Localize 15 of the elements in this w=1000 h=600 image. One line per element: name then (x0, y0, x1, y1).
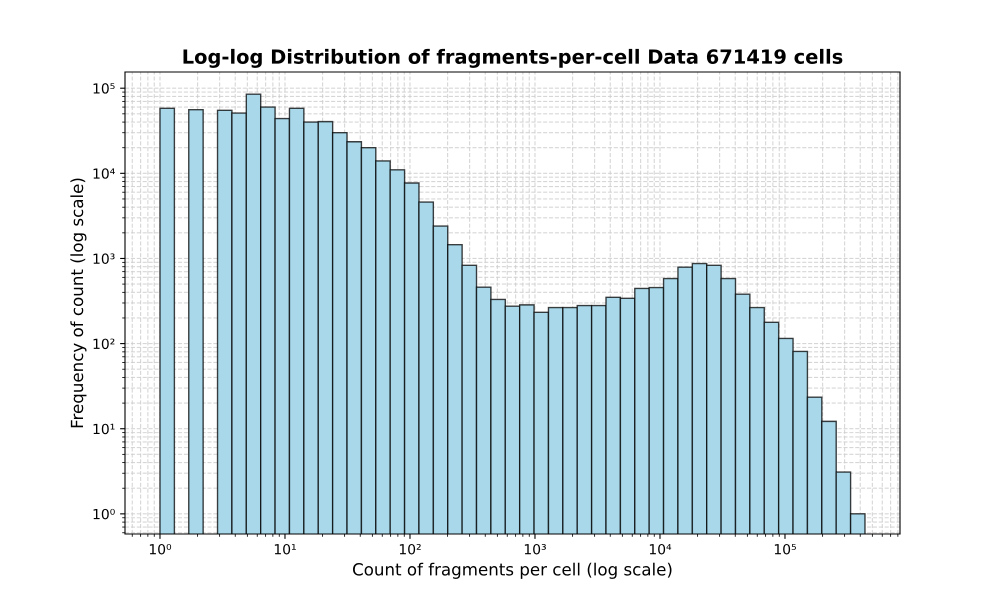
y-tick-label: 10⁰ (94, 508, 115, 520)
y-tick-label: 10³ (94, 253, 115, 264)
y-tick-label: 10¹ (94, 424, 115, 434)
x-tick-label: 10⁰ (150, 544, 172, 554)
x-tick-label: 10² (400, 544, 421, 554)
y-tick-label: 10⁴ (94, 168, 115, 179)
x-tick-label: 10⁴ (650, 544, 672, 554)
x-axis-title: Count of fragments per cell (log scale) (353, 562, 672, 579)
x-tick-label: 10¹ (274, 544, 296, 554)
chart-title: Log-log Distribution of fragments-per-cell Data 671419 cells (184, 48, 842, 68)
y-tick-label: 10⁵ (94, 83, 115, 94)
x-tick-label: 10³ (524, 544, 546, 554)
y-tick-label: 10² (94, 338, 114, 350)
x-tick-label: 10⁵ (774, 544, 796, 554)
y-axis-title: Frequency of count (log scale) (70, 178, 86, 428)
